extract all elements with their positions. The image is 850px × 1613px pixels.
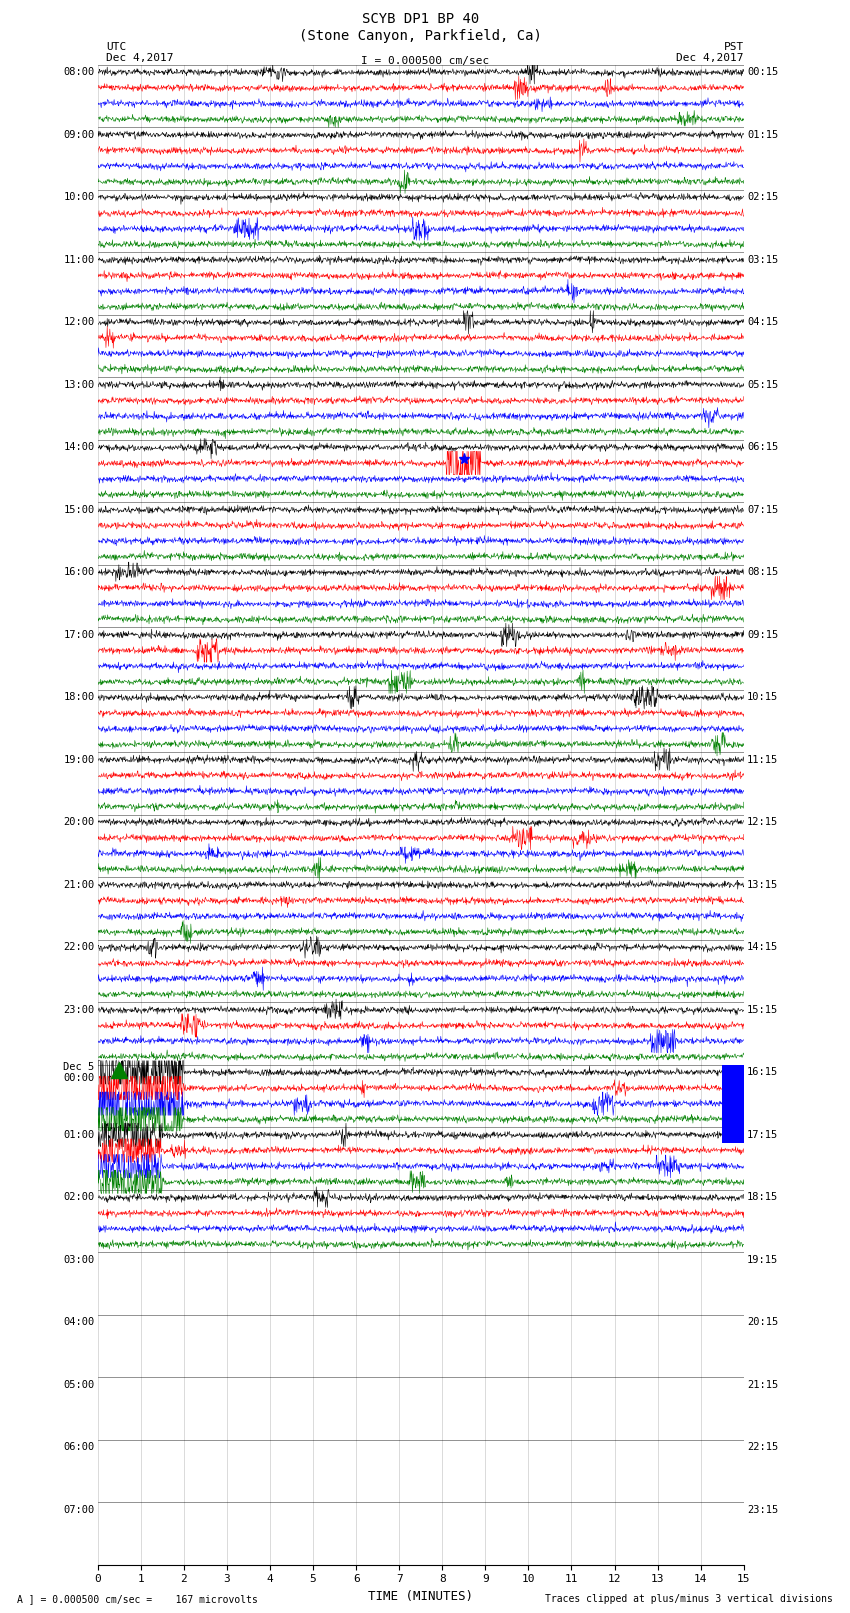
Text: 20:00: 20:00: [63, 818, 94, 827]
Text: 08:00: 08:00: [63, 68, 94, 77]
Text: 12:00: 12:00: [63, 318, 94, 327]
Text: 21:15: 21:15: [747, 1379, 779, 1390]
Text: 16:00: 16:00: [63, 568, 94, 577]
Text: Dec 4,2017: Dec 4,2017: [677, 53, 744, 63]
Text: I = 0.000500 cm/sec: I = 0.000500 cm/sec: [361, 56, 489, 66]
Text: 03:00: 03:00: [63, 1255, 94, 1265]
Text: 18:00: 18:00: [63, 692, 94, 702]
Text: 09:00: 09:00: [63, 129, 94, 140]
Text: 03:15: 03:15: [747, 255, 779, 265]
Text: 11:15: 11:15: [747, 755, 779, 765]
Text: 06:15: 06:15: [747, 442, 779, 452]
X-axis label: TIME (MINUTES): TIME (MINUTES): [368, 1590, 473, 1603]
Text: 19:15: 19:15: [747, 1255, 779, 1265]
Text: Traces clipped at plus/minus 3 vertical divisions: Traces clipped at plus/minus 3 vertical …: [545, 1594, 833, 1603]
Title: SCYB DP1 BP 40
(Stone Canyon, Parkfield, Ca): SCYB DP1 BP 40 (Stone Canyon, Parkfield,…: [299, 13, 542, 42]
Text: 17:00: 17:00: [63, 629, 94, 640]
Text: 01:15: 01:15: [747, 129, 779, 140]
Text: 06:00: 06:00: [63, 1442, 94, 1452]
Text: 09:15: 09:15: [747, 629, 779, 640]
Text: 04:15: 04:15: [747, 318, 779, 327]
Text: 23:15: 23:15: [747, 1505, 779, 1515]
Text: 02:00: 02:00: [63, 1192, 94, 1202]
Text: 18:15: 18:15: [747, 1192, 779, 1202]
Text: 04:00: 04:00: [63, 1318, 94, 1327]
Text: 23:00: 23:00: [63, 1005, 94, 1015]
Text: 02:15: 02:15: [747, 192, 779, 202]
Text: 14:15: 14:15: [747, 942, 779, 952]
Text: 00:15: 00:15: [747, 68, 779, 77]
Text: 05:15: 05:15: [747, 379, 779, 390]
Text: 13:00: 13:00: [63, 379, 94, 390]
Text: 08:15: 08:15: [747, 568, 779, 577]
Text: 15:00: 15:00: [63, 505, 94, 515]
Text: Dec 4,2017: Dec 4,2017: [106, 53, 173, 63]
Text: 13:15: 13:15: [747, 879, 779, 890]
Text: 15:15: 15:15: [747, 1005, 779, 1015]
Text: 22:00: 22:00: [63, 942, 94, 952]
Text: 10:15: 10:15: [747, 692, 779, 702]
Text: 07:15: 07:15: [747, 505, 779, 515]
Text: Dec 5
00:00: Dec 5 00:00: [63, 1061, 94, 1084]
Text: 07:00: 07:00: [63, 1505, 94, 1515]
Text: 11:00: 11:00: [63, 255, 94, 265]
Text: 21:00: 21:00: [63, 879, 94, 890]
Text: 20:15: 20:15: [747, 1318, 779, 1327]
Text: 01:00: 01:00: [63, 1129, 94, 1140]
Text: 19:00: 19:00: [63, 755, 94, 765]
Text: 05:00: 05:00: [63, 1379, 94, 1390]
Text: PST: PST: [723, 42, 744, 52]
Bar: [722, 1065, 744, 1142]
Text: 14:00: 14:00: [63, 442, 94, 452]
Text: 12:15: 12:15: [747, 818, 779, 827]
Text: 16:15: 16:15: [747, 1068, 779, 1077]
Text: A ] = 0.000500 cm/sec =    167 microvolts: A ] = 0.000500 cm/sec = 167 microvolts: [17, 1594, 258, 1603]
Text: 22:15: 22:15: [747, 1442, 779, 1452]
Text: 17:15: 17:15: [747, 1129, 779, 1140]
Text: 10:00: 10:00: [63, 192, 94, 202]
Text: UTC: UTC: [106, 42, 127, 52]
